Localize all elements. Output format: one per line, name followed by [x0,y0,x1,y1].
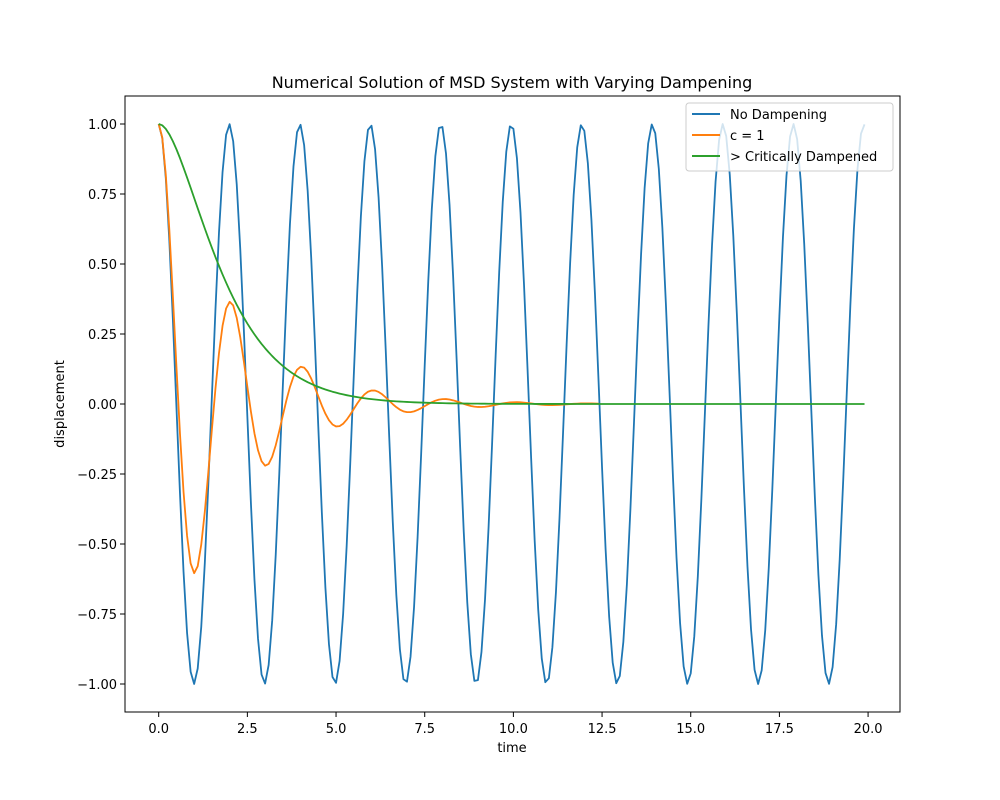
y-tick-label: −0.75 [77,608,117,623]
y-tick-label: −0.25 [77,468,117,483]
legend-box [685,102,894,172]
x-axis: 0.0 2.5 5.0 7.5 10.0 12.5 15.0 17.5 20.0 [148,712,883,737]
legend-label-2: c = 1 [730,129,765,144]
y-tick-label: −1.00 [77,678,117,693]
series-line-3 [158,123,865,405]
y-tick-label: 0.00 [88,398,117,413]
y-tick-label: 0.50 [88,258,117,273]
x-tick-label: 5.0 [326,722,347,737]
plot-area [157,123,866,685]
y-tick-label: −0.50 [77,538,117,553]
chart-title: Numerical Solution of MSD System with Va… [272,73,753,92]
y-tick-label: 0.75 [88,188,117,203]
y-tick-label: 0.25 [88,328,117,343]
x-tick-label: 12.5 [588,722,617,737]
x-axis-label: time [497,741,526,756]
x-tick-label: 10.0 [499,722,528,737]
x-tick-label: 0.0 [148,722,169,737]
y-axis-label: displacement [53,360,68,448]
legend-label-1: No Dampening [730,108,827,123]
x-tick-label: 17.5 [765,722,794,737]
y-axis: 1.00 0.75 0.50 0.25 0.00 −0.25 −0.50 −0.75 −1.00 [77,118,125,693]
legend-label-3: > Critically Dampened [730,150,877,165]
x-tick-label: 15.0 [676,722,705,737]
x-tick-label: 7.5 [414,722,435,737]
series-line-1 [157,123,866,685]
x-tick-label: 2.5 [237,722,258,737]
series-line-2 [157,123,599,575]
y-tick-label: 1.00 [88,118,117,133]
x-tick-label: 20.0 [854,722,883,737]
legend: No Dampening c = 1 > Critically Dampened [685,102,894,172]
